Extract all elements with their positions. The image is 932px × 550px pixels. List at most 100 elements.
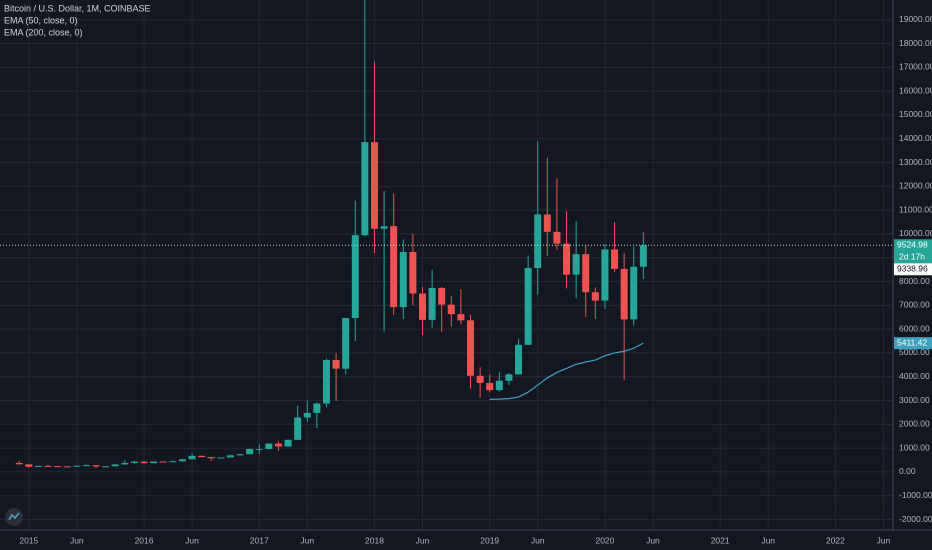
candle-body [274,443,282,447]
candle-body [169,461,177,463]
candle-body [611,249,619,269]
candle-body [150,461,158,464]
candle-body [207,457,215,459]
y-tick-label: 19000.00 [899,14,932,24]
x-tick-label: 2021 [711,535,730,545]
candle-body [447,304,455,315]
price-label: 9524.98 [897,239,928,249]
y-tick-label: 0.00 [899,466,916,476]
candle-body [418,293,426,320]
y-tick-label: -2000.00 [899,514,932,524]
candle-body [73,465,81,467]
candle-body [534,214,542,268]
price-label-box [894,337,932,350]
x-tick-label: Jun [185,535,199,545]
y-tick-label: 14000.00 [899,133,932,143]
candle-body [15,462,23,465]
legend-entry: EMA (200, close, 0) [4,27,83,37]
candle-body [572,254,580,275]
logo [5,508,23,526]
candle-body [236,454,244,456]
candle-body [34,465,42,467]
y-tick-label: 13000.00 [899,157,932,167]
candle-body [428,287,436,320]
candle-body [82,465,90,467]
candle-body [188,455,196,460]
x-tick-label: Jun [877,535,891,545]
marks [0,0,893,469]
y-tick-label: 15000.00 [899,109,932,119]
candle-body [486,382,494,391]
candle-body [44,465,52,467]
candle-body [390,226,398,308]
x-tick-label: 2016 [135,535,154,545]
candle-body [226,455,234,458]
y-tick-label: 11000.00 [899,204,932,214]
candle-body [255,448,263,450]
x-tick-label: Jun [300,535,314,545]
candle-body [63,466,71,468]
x-tick-label: 2015 [19,535,38,545]
candle-body [524,267,532,345]
x-tick-label: Jun [70,535,84,545]
y-tick-label: 8000.00 [899,276,930,286]
candle-body [284,439,292,447]
candle-body [591,292,599,301]
candle-body [476,375,484,383]
candle-body [102,466,110,468]
y-tick-label: 12000.00 [899,181,932,191]
candle-body [342,318,350,369]
candle-body [111,464,119,467]
y-tick-label: 16000.00 [899,85,932,95]
x-tick-label: 2017 [250,535,269,545]
candle-body [409,252,417,294]
x-tick-label: 2022 [826,535,845,545]
y-tick-label: -1000.00 [899,490,932,500]
y-tick-label: 10000.00 [899,228,932,238]
candle-body [303,412,311,418]
countdown-label: 2d 17h [899,251,925,261]
candle-body [505,374,513,381]
candle-body [515,344,523,375]
candle-body [198,455,206,458]
price-label-box [894,263,932,276]
y-tick-label: 4000.00 [899,371,930,381]
candle-body [351,235,359,318]
price-label: 9338.96 [897,263,928,273]
candle-body [620,268,628,320]
candle-body [457,314,465,321]
candle-body [92,465,100,467]
candle-body [217,457,225,459]
candle-body [246,448,254,455]
candle-body [553,231,561,244]
candle-body [121,462,129,465]
y-tick-label: 17000.00 [899,62,932,72]
candle-body [630,266,638,320]
y-tick-label: 7000.00 [899,300,930,310]
candle-body [294,417,302,440]
x-tick-label: 2020 [595,535,614,545]
candle-body [130,461,138,463]
candle-body [467,320,475,376]
candle-body [370,142,378,229]
price-label: 5411.42 [897,337,927,347]
candle-body [563,243,571,275]
candle-body [543,214,551,232]
grid [0,0,893,530]
candle-body [313,403,321,413]
candle-body [140,461,148,464]
y-tick-label: 2000.00 [899,419,930,429]
candle-body [438,287,446,305]
y-tick-label: 5000.00 [899,347,930,357]
candle-body [25,464,33,467]
x-tick-label: Jun [416,535,430,545]
candle-body [601,249,609,301]
candle-body [380,226,388,229]
candle-body [639,245,647,267]
candle-body [361,142,369,236]
candle-body [54,466,62,468]
axes: 19000.00 18000.00 17000.00 16000.00 15000.00… [19,14,932,545]
x-tick-label: 2019 [480,535,499,545]
candle-body [399,252,407,308]
